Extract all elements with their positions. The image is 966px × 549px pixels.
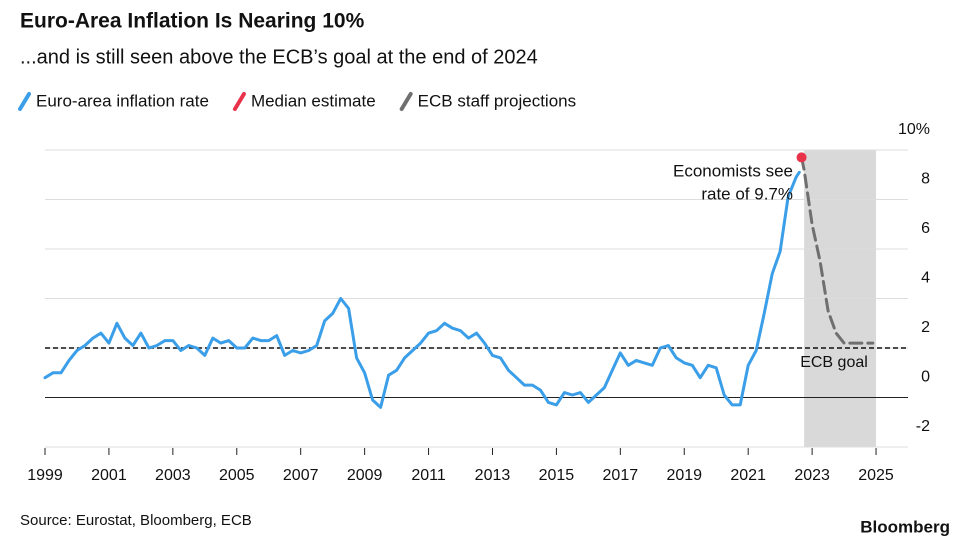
series-line bbox=[800, 155, 875, 345]
chart-title: Euro-Area Inflation Is Nearing 10% bbox=[20, 10, 365, 33]
legend-swatch bbox=[399, 92, 413, 111]
x-tick-label: 2003 bbox=[155, 467, 191, 484]
x-tick-label: 2021 bbox=[730, 467, 766, 484]
median-point bbox=[796, 152, 807, 163]
x-tick-label: 1999 bbox=[27, 467, 63, 484]
legend-label: Median estimate bbox=[251, 91, 376, 110]
x-tick-label: 2023 bbox=[794, 467, 830, 484]
x-tick-label: 2007 bbox=[283, 467, 319, 484]
legend-label: ECB staff projections bbox=[418, 91, 576, 110]
legend-swatch bbox=[232, 92, 246, 111]
x-tick-label: 2013 bbox=[475, 467, 511, 484]
y-tick-label: 2 bbox=[921, 319, 930, 336]
x-tick-label: 2015 bbox=[539, 467, 575, 484]
x-tick-label: 2025 bbox=[858, 467, 894, 484]
x-tick-label: 2005 bbox=[219, 467, 255, 484]
x-tick-label: 2011 bbox=[411, 467, 446, 484]
annotation: rate of 9.7% bbox=[701, 184, 793, 203]
annotation: Economists see bbox=[673, 161, 793, 180]
y-tick-label: 8 bbox=[921, 171, 930, 188]
source: Source: Eurostat, Bloomberg, ECB bbox=[20, 512, 252, 529]
y-tick-label: -2 bbox=[916, 418, 930, 435]
legend-label: Euro-area inflation rate bbox=[36, 91, 209, 110]
series-line bbox=[43, 170, 801, 409]
x-tick-label: 2009 bbox=[347, 467, 383, 484]
brand: Bloomberg bbox=[860, 517, 950, 536]
goal-label: ECB goal bbox=[800, 354, 868, 371]
y-tick-label: 10% bbox=[898, 121, 930, 138]
legend-swatch bbox=[18, 92, 31, 111]
y-tick-label: 0 bbox=[921, 369, 930, 386]
x-tick-label: 2001 bbox=[91, 467, 127, 484]
x-tick-label: 2019 bbox=[666, 467, 702, 484]
x-tick-label: 2017 bbox=[603, 467, 639, 484]
y-tick-label: 6 bbox=[921, 220, 930, 237]
y-tick-label: 4 bbox=[921, 270, 930, 287]
chart-subtitle: ...and is still seen above the ECB’s goa… bbox=[20, 46, 538, 68]
